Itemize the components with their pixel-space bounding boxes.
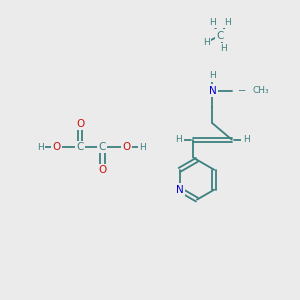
Text: O: O [76, 119, 84, 129]
Text: ─: ─ [238, 85, 244, 96]
Text: H: H [139, 142, 146, 152]
Text: H: H [220, 44, 227, 53]
Text: C: C [99, 142, 106, 152]
Text: N: N [176, 185, 184, 195]
Text: C: C [76, 142, 84, 152]
Text: O: O [122, 142, 130, 152]
Text: O: O [52, 142, 61, 152]
Text: H: H [203, 38, 210, 46]
Text: H: H [37, 142, 44, 152]
Text: H: H [208, 18, 215, 27]
Text: N: N [208, 85, 216, 96]
Text: H: H [243, 135, 249, 144]
Text: H: H [176, 135, 182, 144]
Text: H: H [209, 71, 216, 80]
Text: H: H [224, 18, 231, 27]
Text: C: C [216, 31, 224, 40]
Text: O: O [98, 165, 106, 175]
Text: CH₃: CH₃ [253, 86, 269, 95]
